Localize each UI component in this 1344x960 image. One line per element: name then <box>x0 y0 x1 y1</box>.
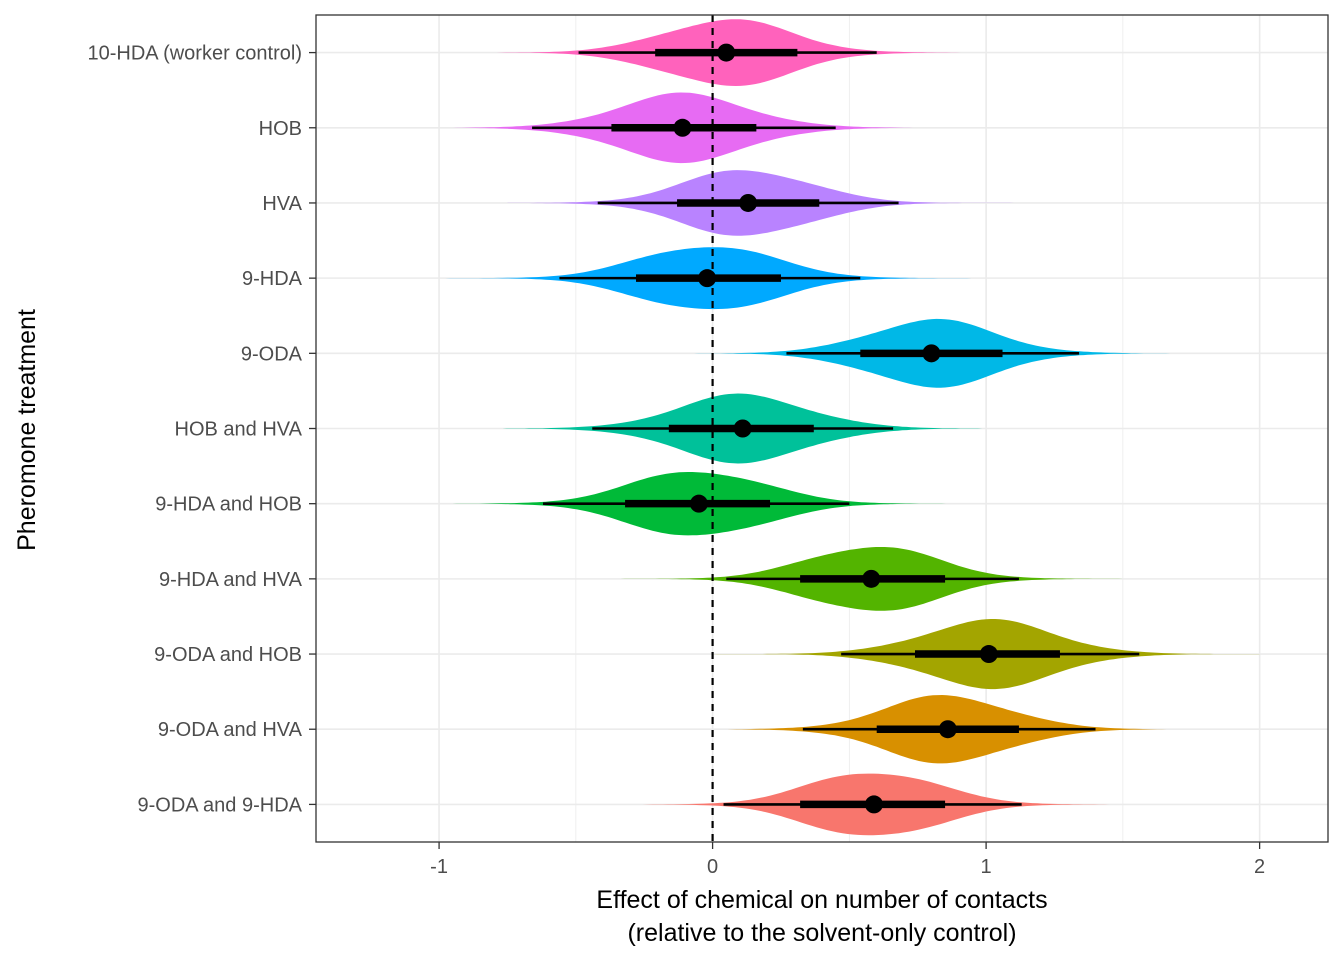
median-point <box>922 344 941 363</box>
intervals <box>532 43 1140 814</box>
y-tick-label: 9-HDA and HOB <box>155 494 302 516</box>
median-point <box>739 193 758 212</box>
median-point <box>862 569 881 588</box>
y-tick-label: HVA <box>262 193 302 215</box>
y-tick-label: 9-ODA and 9-HDA <box>137 794 302 816</box>
median-point <box>938 720 957 739</box>
x-tick-label: 1 <box>981 856 992 878</box>
y-tick-label: HOB <box>259 118 302 140</box>
median-point <box>689 494 708 513</box>
y-tick-label: 9-HDA and HVA <box>159 569 303 591</box>
y-tick-label: 9-ODA <box>241 343 303 365</box>
y-tick-label: 10-HDA (worker control) <box>87 43 302 65</box>
y-tick-label: 9-HDA <box>242 268 303 290</box>
x-tick-label: -1 <box>430 856 448 878</box>
median-point <box>717 43 736 62</box>
x-tick-label: 0 <box>707 856 718 878</box>
y-axis-ticks: 10-HDA (worker control) HOB HVA 9-HDA 9-ODA H… <box>87 43 316 816</box>
median-point <box>979 645 998 664</box>
x-axis-title-line2: (relative to the solvent-only control) <box>627 919 1016 947</box>
median-point <box>864 795 883 814</box>
y-tick-label: HOB and HVA <box>175 419 303 441</box>
median-point <box>733 419 752 438</box>
x-axis-title-line1: Effect of chemical on number of contacts <box>596 886 1047 914</box>
x-axis-ticks: -1 0 1 2 <box>430 842 1265 878</box>
median-point <box>673 118 692 137</box>
y-tick-label: 9-ODA and HVA <box>158 719 303 741</box>
x-tick-label: 2 <box>1254 856 1265 878</box>
y-axis-title: Pheromone treatment <box>13 309 41 551</box>
y-tick-label: 9-ODA and HOB <box>154 644 302 666</box>
median-point <box>698 269 717 288</box>
